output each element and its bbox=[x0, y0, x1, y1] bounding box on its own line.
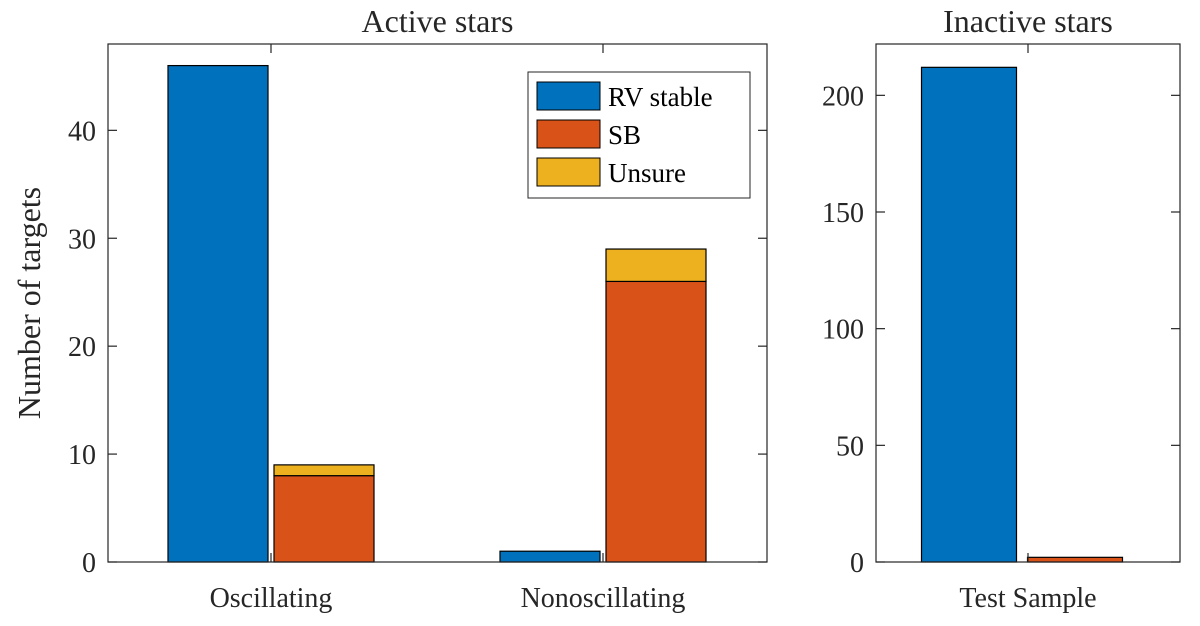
y-tick-label: 10 bbox=[68, 440, 96, 471]
bar-oscillating-unsure bbox=[273, 464, 375, 477]
legend-swatch bbox=[536, 119, 601, 149]
legend-label: Unsure bbox=[608, 158, 686, 188]
y-tick-label: 100 bbox=[822, 315, 864, 346]
bar-oscillating-sb bbox=[273, 475, 375, 563]
x-tick-label: Nonoscillating bbox=[521, 583, 686, 614]
y-tick-label: 150 bbox=[822, 198, 864, 229]
bar-oscillating-rv-stable bbox=[167, 64, 269, 563]
bar-nonoscillating-sb bbox=[605, 280, 707, 563]
legend-label: RV stable bbox=[608, 82, 713, 112]
legend-swatch bbox=[536, 81, 601, 111]
y-tick-label: 0 bbox=[82, 548, 96, 579]
bar-test-sample-sb bbox=[1026, 556, 1124, 563]
bar-test-sample-rv-stable bbox=[920, 66, 1018, 563]
bar-nonoscillating-rv-stable bbox=[499, 550, 601, 563]
chart-panel-2: 0 50 100 150 200 Test Sample Inactive stars bbox=[822, 3, 1181, 614]
legend-swatch bbox=[536, 157, 601, 187]
chart-title: Inactive stars bbox=[943, 3, 1113, 39]
legend-label: SB bbox=[608, 120, 641, 150]
chart-panel-1: 0 10 20 30 40 Oscillating Nonoscillating Active… bbox=[11, 3, 768, 614]
y-tick-label: 200 bbox=[822, 81, 864, 112]
y-tick-label: 50 bbox=[836, 431, 864, 462]
chart-title: Active stars bbox=[362, 3, 514, 39]
x-tick-label: Test Sample bbox=[959, 583, 1096, 614]
y-tick-label: 20 bbox=[68, 332, 96, 363]
y-axis-label: Number of targets bbox=[11, 187, 47, 419]
x-tick-label: Oscillating bbox=[210, 583, 333, 614]
bar-nonoscillating-unsure bbox=[605, 248, 707, 283]
y-tick-label: 30 bbox=[68, 224, 96, 255]
y-tick-label: 40 bbox=[68, 116, 96, 147]
legend: RV stable SB Unsure bbox=[527, 71, 751, 199]
y-tick-label: 0 bbox=[850, 548, 864, 579]
axes-box bbox=[107, 43, 768, 563]
